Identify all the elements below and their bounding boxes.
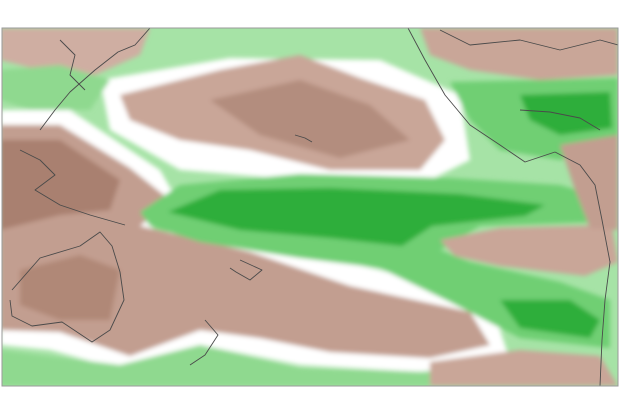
coastline	[9, 231, 125, 343]
dry-area	[420, 28, 618, 80]
anomaly-field	[2, 28, 618, 386]
dry-area	[440, 225, 618, 276]
wet-core	[520, 92, 612, 135]
dry-area	[430, 350, 618, 386]
wet-core	[168, 188, 545, 246]
coastline	[407, 28, 556, 163]
coastline	[39, 28, 151, 131]
coastline	[189, 319, 219, 366]
coastline	[59, 39, 86, 91]
shading	[2, 28, 618, 386]
dry-core	[210, 80, 410, 158]
dry-area	[2, 28, 150, 75]
dry-area	[560, 135, 618, 230]
wet-area	[2, 65, 110, 110]
map-frame	[1, 27, 619, 387]
coastline	[294, 134, 313, 143]
wet-core	[500, 300, 600, 338]
coastline	[19, 149, 126, 226]
coastline	[439, 29, 618, 51]
coastline	[229, 259, 263, 281]
coastline	[554, 151, 611, 386]
coastline	[519, 109, 601, 131]
dry-core	[2, 140, 120, 230]
coastlines	[9, 28, 618, 386]
wet-area	[2, 345, 430, 386]
dry-core	[20, 255, 120, 320]
